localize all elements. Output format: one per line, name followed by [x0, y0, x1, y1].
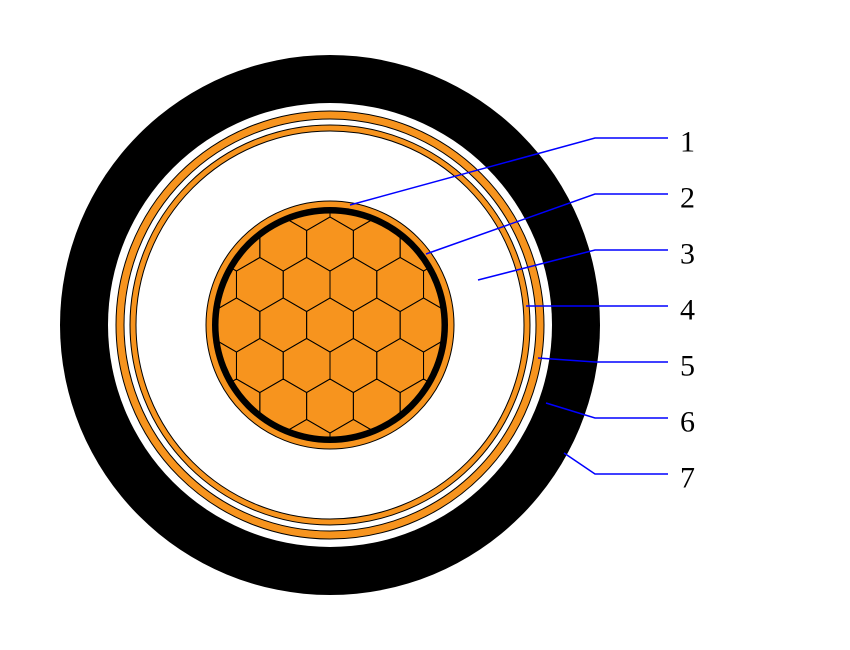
callout-line: [564, 453, 668, 474]
callout-label: 6: [680, 405, 695, 438]
callout-label: 4: [680, 293, 695, 326]
conductor: [218, 213, 442, 437]
callout-label: 3: [680, 237, 695, 270]
callout-label: 7: [680, 461, 695, 494]
callout-label: 5: [680, 349, 695, 382]
cable-cross-section: [60, 55, 600, 595]
callout-label: 2: [680, 181, 695, 214]
callout-label: 1: [680, 125, 695, 158]
